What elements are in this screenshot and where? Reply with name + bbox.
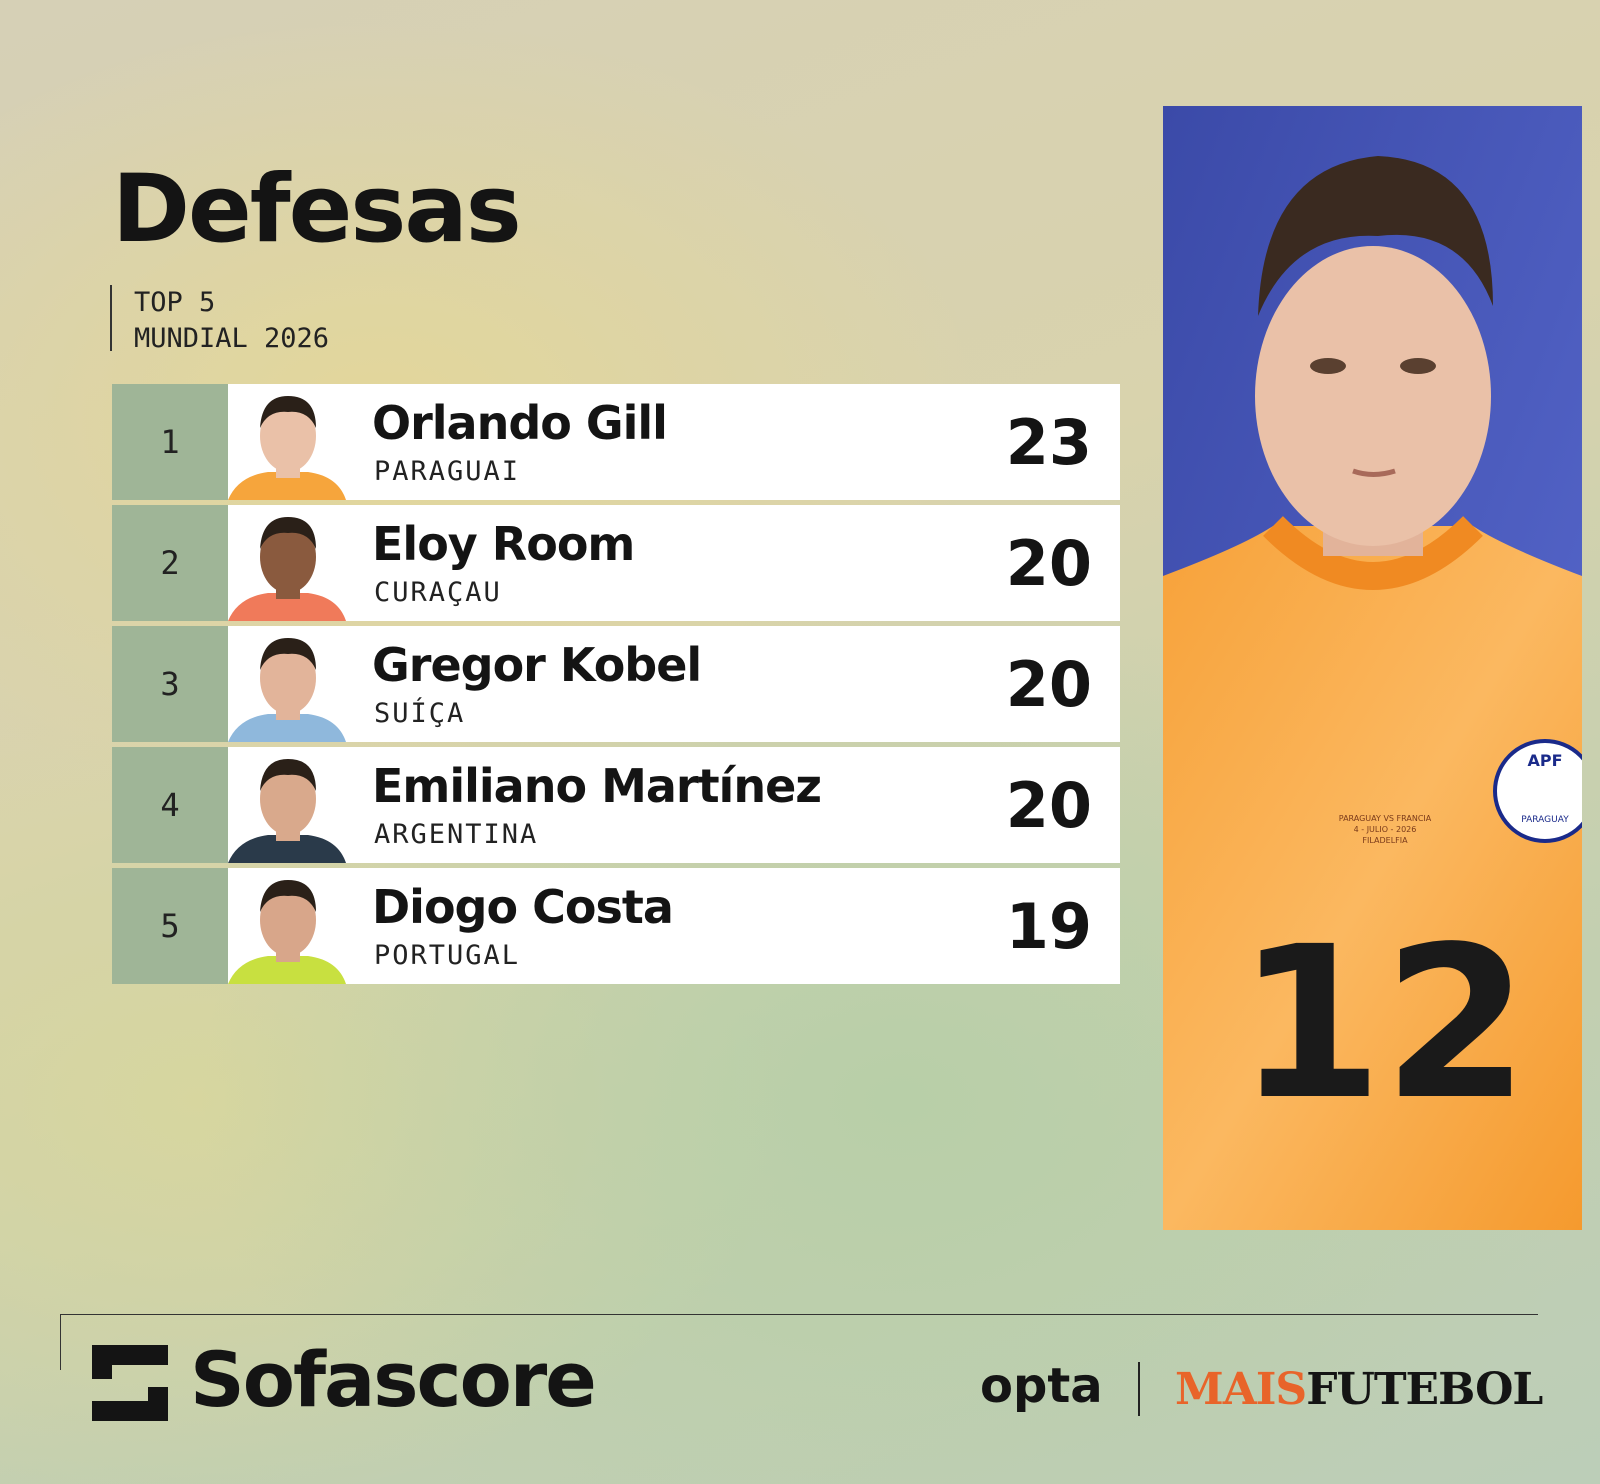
- subtitle-line: TOP 5: [134, 287, 216, 318]
- player-country: SUÍÇA: [374, 698, 466, 729]
- player-avatar: [228, 396, 346, 500]
- row: Diogo Costa PORTUGAL 19: [228, 868, 1120, 984]
- player-country: CURAÇAU: [374, 577, 502, 608]
- separator: [1138, 1362, 1140, 1416]
- player-photo: APF PARAGUAY PARAGUAY VS FRANCIA 4 - JUL…: [1163, 106, 1582, 1230]
- row: Orlando Gill PARAGUAI 23: [228, 384, 1120, 500]
- subtitle-line: MUNDIAL 2026: [134, 323, 330, 354]
- player-country: PORTUGAL: [374, 940, 521, 971]
- player-name: Emiliano Martínez: [372, 759, 822, 813]
- rank: 5: [112, 868, 228, 984]
- player-avatar: [228, 880, 346, 984]
- rank: 1: [112, 384, 228, 500]
- badge-country: PARAGUAY: [1521, 815, 1569, 825]
- footer-rule: [60, 1314, 61, 1370]
- player-country: PARAGUAI: [374, 456, 521, 487]
- sofascore-icon: [92, 1345, 168, 1421]
- title: Defesas: [112, 155, 522, 264]
- player-name: Orlando Gill: [372, 396, 668, 450]
- rank: 3: [112, 626, 228, 742]
- rank: 4: [112, 747, 228, 863]
- saves-value: 20: [1005, 527, 1092, 600]
- subtitle: TOP 5 MUNDIAL 2026: [110, 285, 329, 354]
- player-avatar: [228, 759, 346, 863]
- outlet: MAISFUTEBOL: [1175, 1364, 1543, 1415]
- badge-text: APF: [1527, 751, 1562, 770]
- player-name: Eloy Room: [372, 517, 635, 571]
- row: Emiliano Martínez ARGENTINA 20: [228, 747, 1120, 863]
- outlet-part: MAIS: [1175, 1364, 1307, 1415]
- player-avatar: [228, 517, 346, 621]
- player-avatar: [228, 638, 346, 742]
- row: Eloy Room CURAÇAU 20: [228, 505, 1120, 621]
- player-country: ARGENTINA: [374, 819, 539, 850]
- saves-value: 23: [1005, 406, 1092, 479]
- jersey-number: 12: [1237, 901, 1529, 1146]
- match-note: FILADELFIA: [1362, 836, 1408, 845]
- footer-rule: [60, 1314, 1538, 1315]
- outlet-part: FUTEBOL: [1306, 1364, 1543, 1415]
- player-name: Gregor Kobel: [372, 638, 702, 692]
- row: Gregor Kobel SUÍÇA 20: [228, 626, 1120, 742]
- brand: Sofascore: [190, 1335, 597, 1424]
- rank: 2: [112, 505, 228, 621]
- match-note: 4 - JULIO - 2026: [1354, 825, 1417, 834]
- saves-value: 20: [1005, 769, 1092, 842]
- saves-value: 20: [1005, 648, 1092, 721]
- partner: opta: [980, 1358, 1103, 1414]
- saves-value: 19: [1005, 890, 1092, 963]
- match-note: PARAGUAY VS FRANCIA: [1339, 814, 1432, 823]
- player-name: Diogo Costa: [372, 880, 674, 934]
